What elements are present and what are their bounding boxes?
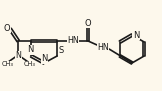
Text: S: S <box>58 47 64 56</box>
Text: O: O <box>85 19 91 28</box>
Text: N: N <box>133 30 139 39</box>
Text: CH₃: CH₃ <box>1 61 13 67</box>
Text: N: N <box>27 46 33 55</box>
Text: N: N <box>15 52 21 61</box>
Text: N: N <box>41 55 47 64</box>
Text: HN: HN <box>67 35 79 44</box>
Text: CH₃: CH₃ <box>23 61 35 67</box>
Text: O: O <box>4 23 11 32</box>
Text: HN: HN <box>97 43 109 53</box>
